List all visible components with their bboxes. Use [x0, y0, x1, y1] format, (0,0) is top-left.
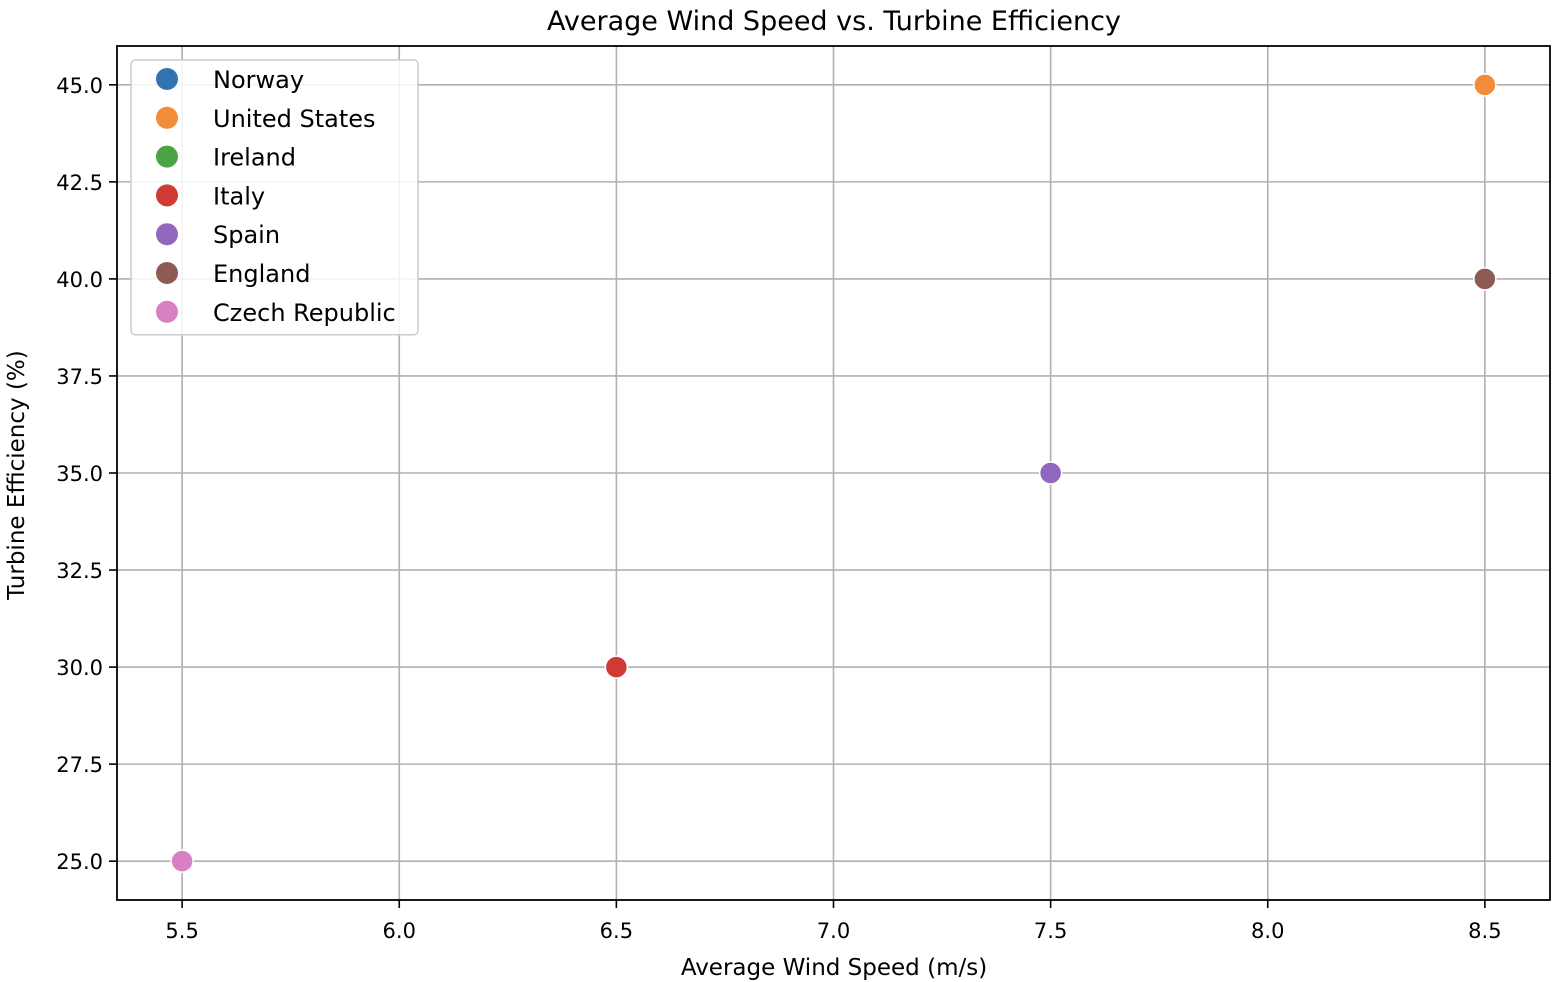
legend-label: United States: [213, 105, 376, 133]
y-tick-label: 27.5: [56, 753, 103, 777]
legend-entry: Norway: [156, 66, 304, 94]
legend-marker: [156, 262, 178, 284]
legend-label: Spain: [213, 221, 280, 249]
y-tick-label: 37.5: [56, 365, 103, 389]
legend-marker: [156, 145, 178, 168]
data-point: [1038, 461, 1063, 485]
legend-marker: [156, 300, 178, 323]
legend-label: Czech Republic: [213, 299, 396, 327]
y-axis-label: Turbine Efficiency (%): [4, 350, 30, 601]
legend-entry: Italy: [156, 182, 265, 210]
legend-marker: [156, 106, 178, 129]
data-point: [1473, 267, 1497, 291]
data-point: [604, 655, 629, 679]
x-tick-label: 6.0: [383, 919, 416, 943]
x-axis-label: Average Wind Speed (m/s): [681, 955, 987, 981]
x-tick-label: 7.0: [817, 919, 850, 943]
legend-label: England: [213, 260, 310, 288]
legend-entry: United States: [156, 105, 376, 133]
y-tick-label: 40.0: [56, 268, 103, 292]
legend-entry: Czech Republic: [156, 299, 396, 327]
legend-entry: Spain: [156, 221, 280, 249]
x-tick-label: 5.5: [165, 919, 198, 943]
x-axis-ticks: 5.5 6.0 6.5 7.0 7.5 8.0 8.5: [165, 900, 1502, 943]
legend-label: Ireland: [213, 144, 296, 172]
grid: [117, 46, 1550, 900]
chart-title: Average Wind Speed vs. Turbine Efficienc…: [547, 6, 1121, 37]
y-tick-label: 32.5: [56, 559, 103, 583]
legend-marker: [156, 68, 178, 90]
y-tick-label: 25.0: [56, 850, 103, 874]
y-tick-label: 45.0: [56, 74, 103, 98]
x-tick-label: 6.5: [600, 919, 633, 943]
x-tick-label: 7.5: [1034, 919, 1067, 943]
x-tick-label: 8.5: [1468, 919, 1501, 943]
data-points: [170, 73, 1497, 873]
legend-marker: [156, 223, 178, 246]
data-point: [170, 849, 194, 873]
legend-entry: England: [156, 260, 310, 288]
y-axis-ticks: 25.0 27.5 30.0 32.5 35.0 37.5 40.0 42.5 45.0: [56, 74, 117, 874]
data-point: [1473, 73, 1497, 97]
legend-label: Norway: [213, 66, 304, 94]
legend: Norway United States Ireland Italy Spain Engl…: [130, 59, 419, 336]
x-tick-label: 8.0: [1251, 919, 1284, 943]
y-tick-label: 42.5: [56, 171, 103, 195]
y-tick-label: 30.0: [56, 656, 103, 680]
legend-label: Italy: [213, 182, 265, 210]
legend-entry: Ireland: [156, 144, 296, 172]
legend-box: [130, 59, 419, 336]
y-tick-label: 35.0: [56, 462, 103, 486]
legend-marker: [156, 184, 178, 207]
